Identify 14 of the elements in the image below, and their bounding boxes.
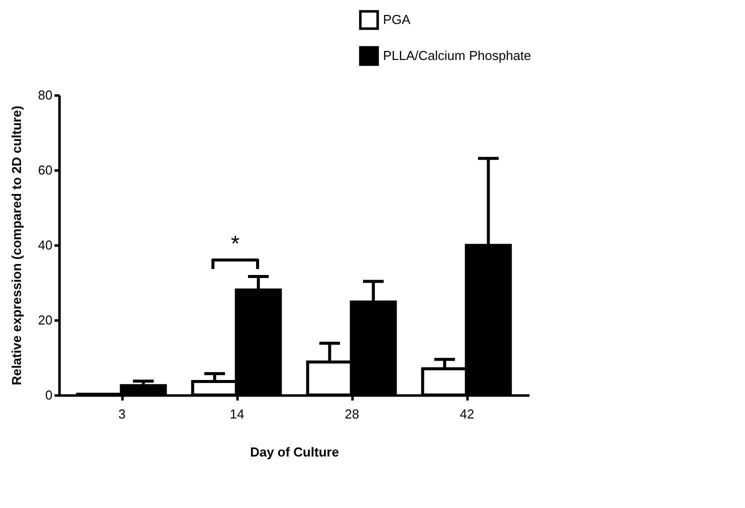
legend-label: PGA bbox=[383, 12, 411, 27]
y-tick-label: 20 bbox=[38, 312, 52, 328]
x-tick-label: 3 bbox=[118, 406, 126, 422]
y-tick-label: 80 bbox=[38, 88, 52, 102]
x-axis-title: Day of Culture bbox=[250, 444, 339, 460]
x-tick-label: 42 bbox=[460, 406, 474, 422]
x-tick-label: 28 bbox=[344, 406, 360, 422]
y-axis-title: Relative expression (compared to 2D culture) bbox=[9, 106, 24, 386]
x-tick-label: 14 bbox=[230, 406, 244, 422]
y-tick-label: 40 bbox=[38, 238, 52, 252]
annotation: * bbox=[230, 231, 240, 256]
y-tick-label: 0 bbox=[45, 388, 52, 402]
legend-label: PLLA/Calcium Phosphate bbox=[383, 48, 532, 63]
y-tick-label: 60 bbox=[38, 162, 52, 178]
